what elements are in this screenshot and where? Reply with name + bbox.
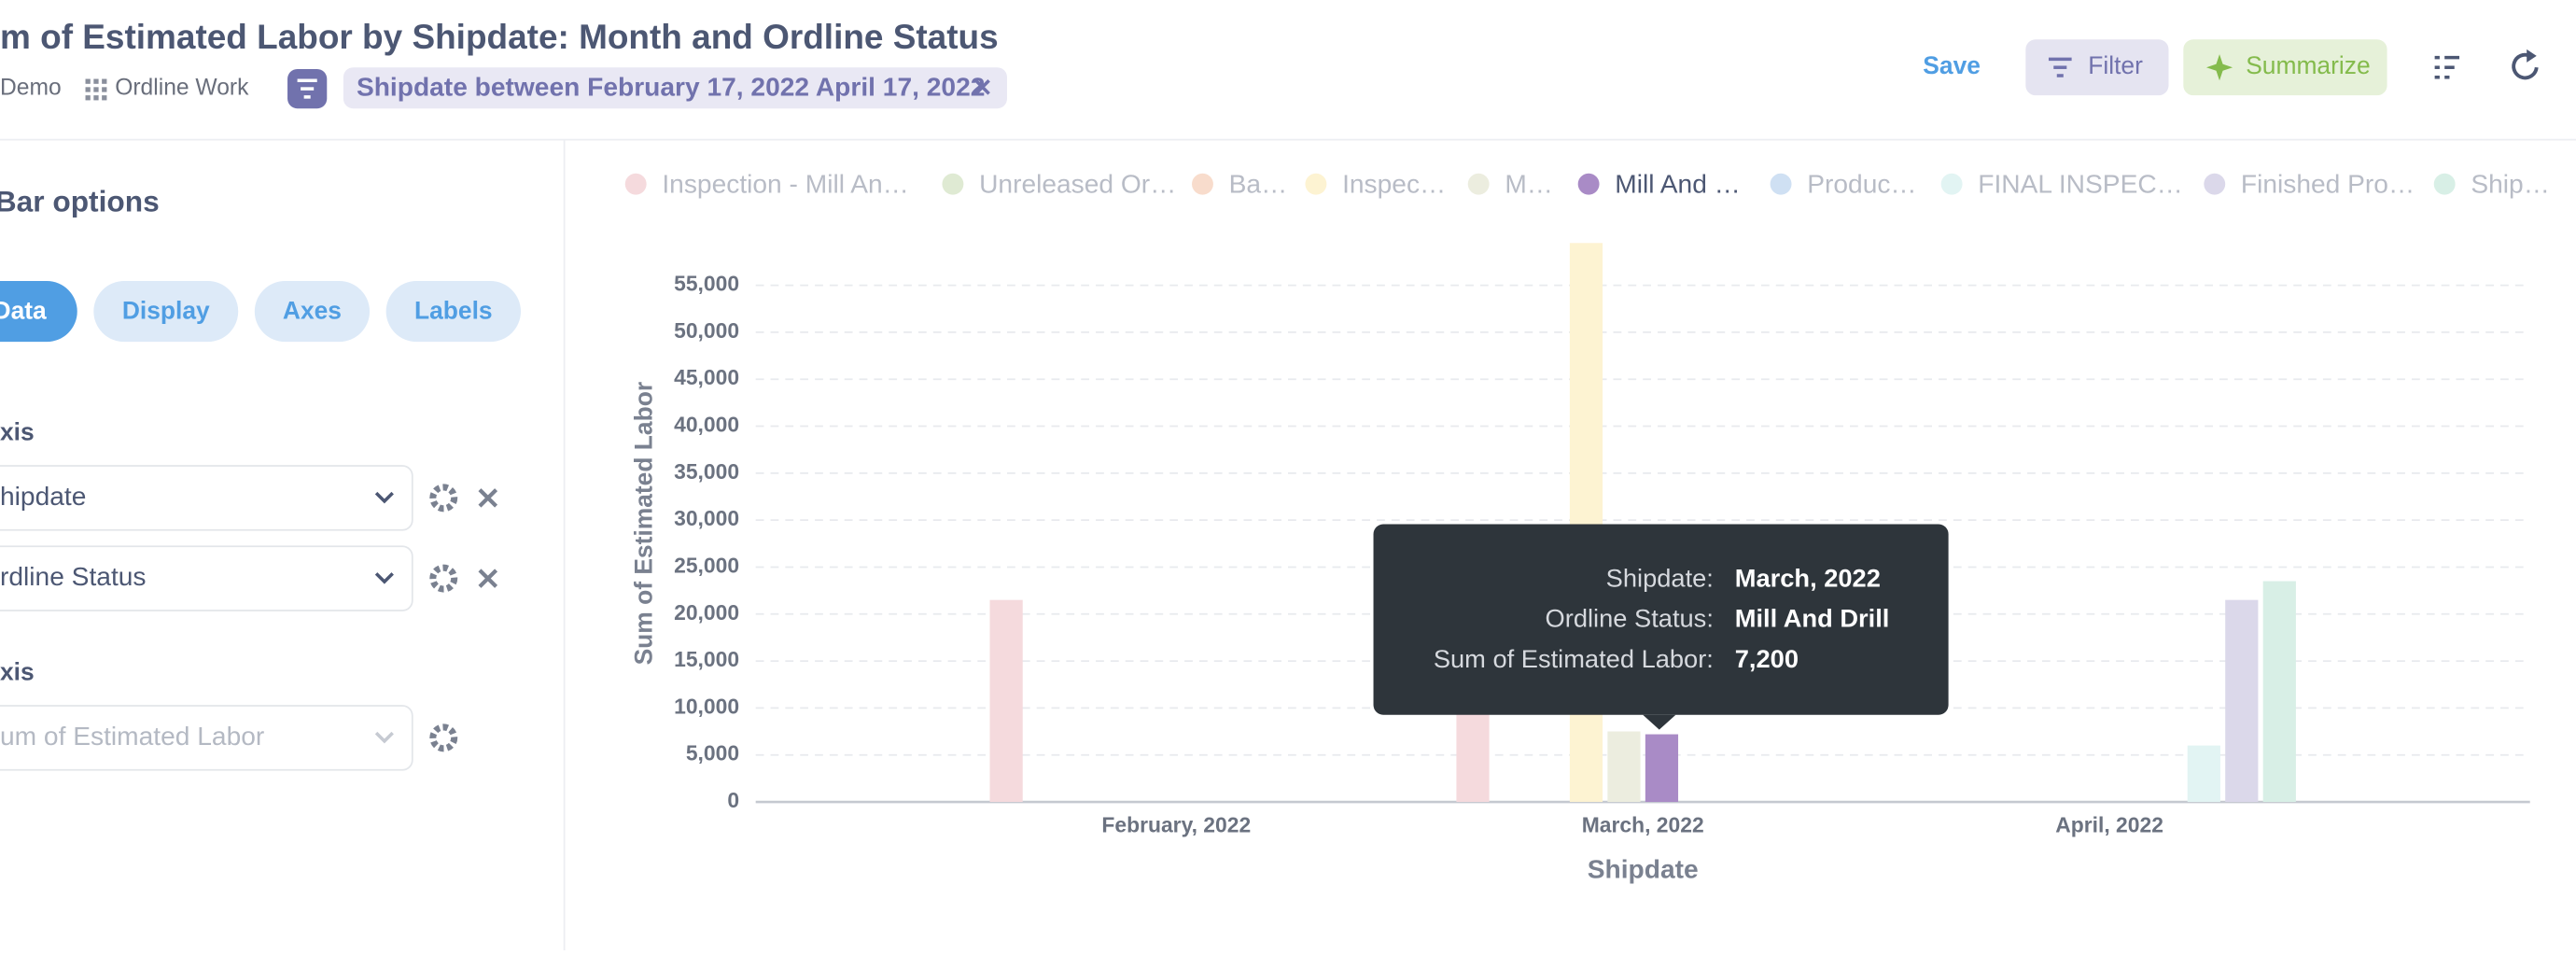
y-tick-label: 45,000	[674, 365, 739, 389]
tooltip-value: March, 2022	[1735, 564, 1881, 593]
y-tick-label: 10,000	[674, 694, 739, 718]
tab-label: Labels	[414, 296, 493, 324]
y-tick-label: 5,000	[686, 741, 739, 765]
legend-label[interactable]: Produc…	[1807, 169, 1916, 198]
section-label: xis	[0, 658, 35, 686]
sidebar-title: Bar options	[0, 185, 160, 218]
field-name: rdline Status	[0, 562, 147, 591]
bar	[2187, 745, 2220, 803]
section-label: xis	[0, 418, 35, 446]
tab-label: Data	[0, 296, 47, 324]
tooltip-box	[1373, 524, 1949, 715]
filter-text: Shipdate between February 17, 2022 April…	[357, 73, 985, 102]
legend-label[interactable]: Inspection - Mill An…	[662, 169, 908, 198]
y-tick-label: 50,000	[674, 318, 739, 343]
tab[interactable]	[254, 281, 371, 343]
settings-icon[interactable]	[429, 484, 458, 513]
refresh-arrow	[2527, 49, 2537, 63]
y-tick-label: 40,000	[674, 413, 739, 437]
tooltip-value: Mill And Drill	[1735, 604, 1890, 633]
filter-button-icon	[2048, 57, 2072, 77]
y-tick-label: 35,000	[674, 459, 739, 484]
legend-dot[interactable]	[1467, 173, 1490, 195]
legend-label[interactable]: Inspec…	[1342, 169, 1446, 198]
tooltip: Shipdate: March, 2022 Ordline Status: Mill …	[1373, 524, 1949, 730]
summarize-button[interactable]	[2183, 39, 2387, 96]
refresh-icon[interactable]	[2512, 52, 2539, 80]
tooltip-key: Ordline Status:	[1546, 604, 1714, 633]
field-select[interactable]	[0, 465, 413, 531]
y-tick-label: 0	[727, 788, 739, 812]
field-select[interactable]	[0, 705, 413, 771]
save-button[interactable]: Save	[1923, 51, 1981, 79]
y-tick-label: 55,000	[674, 272, 739, 296]
legend-dot[interactable]	[2433, 173, 2456, 195]
y-tick-label: 20,000	[674, 600, 739, 625]
bar	[1645, 734, 1679, 803]
legend-dot[interactable]	[1940, 173, 1963, 195]
legend-label[interactable]: FINAL INSPEC…	[1978, 169, 2183, 198]
tooltip-key: Shipdate:	[1606, 564, 1714, 593]
y-tick-label: 30,000	[674, 506, 739, 530]
filter-icon	[297, 78, 317, 99]
bar	[2262, 581, 2296, 803]
legend-label[interactable]: Mill And …	[1615, 169, 1741, 198]
y-axis-label: Sum of Estimated Labor	[630, 382, 658, 666]
remove-icon[interactable]	[478, 488, 498, 508]
filter-button[interactable]	[2025, 39, 2169, 96]
x-tick-label: February, 2022	[1101, 812, 1251, 836]
legend-dot[interactable]	[2204, 173, 2226, 195]
tab-label: Display	[122, 296, 210, 324]
tab-label: Axes	[283, 296, 342, 324]
legend-dot[interactable]	[1305, 173, 1327, 195]
bar	[1607, 731, 1641, 803]
bar	[2225, 599, 2259, 803]
question-title: m of Estimated Labor by Shipdate: Month …	[0, 18, 999, 56]
filter-button-label: Filter	[2088, 51, 2143, 79]
legend-label[interactable]: Finished Pro…	[2241, 169, 2415, 198]
settings-icon[interactable]	[429, 564, 458, 593]
chevron	[374, 491, 394, 504]
legend-dot[interactable]	[1192, 173, 1213, 195]
summarize-label: Summarize	[2246, 51, 2370, 79]
field-name: um of Estimated Labor	[0, 722, 264, 751]
legend-label[interactable]: Unreleased Or…	[979, 169, 1176, 198]
filter-pill[interactable]	[343, 67, 1008, 109]
tab[interactable]	[93, 281, 239, 343]
x-tick-label: April, 2022	[2055, 812, 2163, 836]
y-tick-label: 25,000	[674, 554, 739, 578]
chevron	[374, 572, 394, 584]
notebook-icon[interactable]	[2434, 55, 2460, 79]
legend-label[interactable]: M…	[1505, 169, 1553, 198]
x-tick-label: March, 2022	[1582, 812, 1704, 836]
breadcrumb: Demo	[0, 76, 62, 101]
grid-icon	[85, 78, 107, 101]
legend-label[interactable]: Ship…	[2471, 169, 2550, 198]
remove-filter[interactable]	[974, 79, 990, 95]
field-name: hipdate	[0, 482, 86, 511]
field-select[interactable]	[0, 545, 413, 611]
tooltip-key: Sum of Estimated Labor:	[1434, 644, 1714, 673]
legend-dot[interactable]	[1770, 173, 1792, 195]
breadcrumb[interactable]: Ordline Work	[115, 76, 249, 101]
y-tick-label: 15,000	[674, 647, 739, 671]
bar	[989, 599, 1023, 803]
legend-dot[interactable]	[942, 173, 964, 195]
tab-active[interactable]	[0, 281, 77, 343]
tooltip-value: 7,200	[1735, 644, 1799, 673]
legend-dot[interactable]	[624, 173, 647, 195]
remove-icon[interactable]	[478, 569, 498, 588]
bar	[1569, 243, 1603, 803]
chevron	[374, 731, 394, 744]
summarize-icon	[2205, 54, 2233, 81]
x-axis-label: Shipdate	[1588, 854, 1699, 883]
settings-icon[interactable]	[429, 723, 458, 752]
tooltip-pointer	[1643, 714, 1676, 730]
legend-label[interactable]: Ba…	[1229, 169, 1288, 198]
tab[interactable]	[385, 281, 521, 343]
legend-dot[interactable]	[1577, 173, 1600, 195]
